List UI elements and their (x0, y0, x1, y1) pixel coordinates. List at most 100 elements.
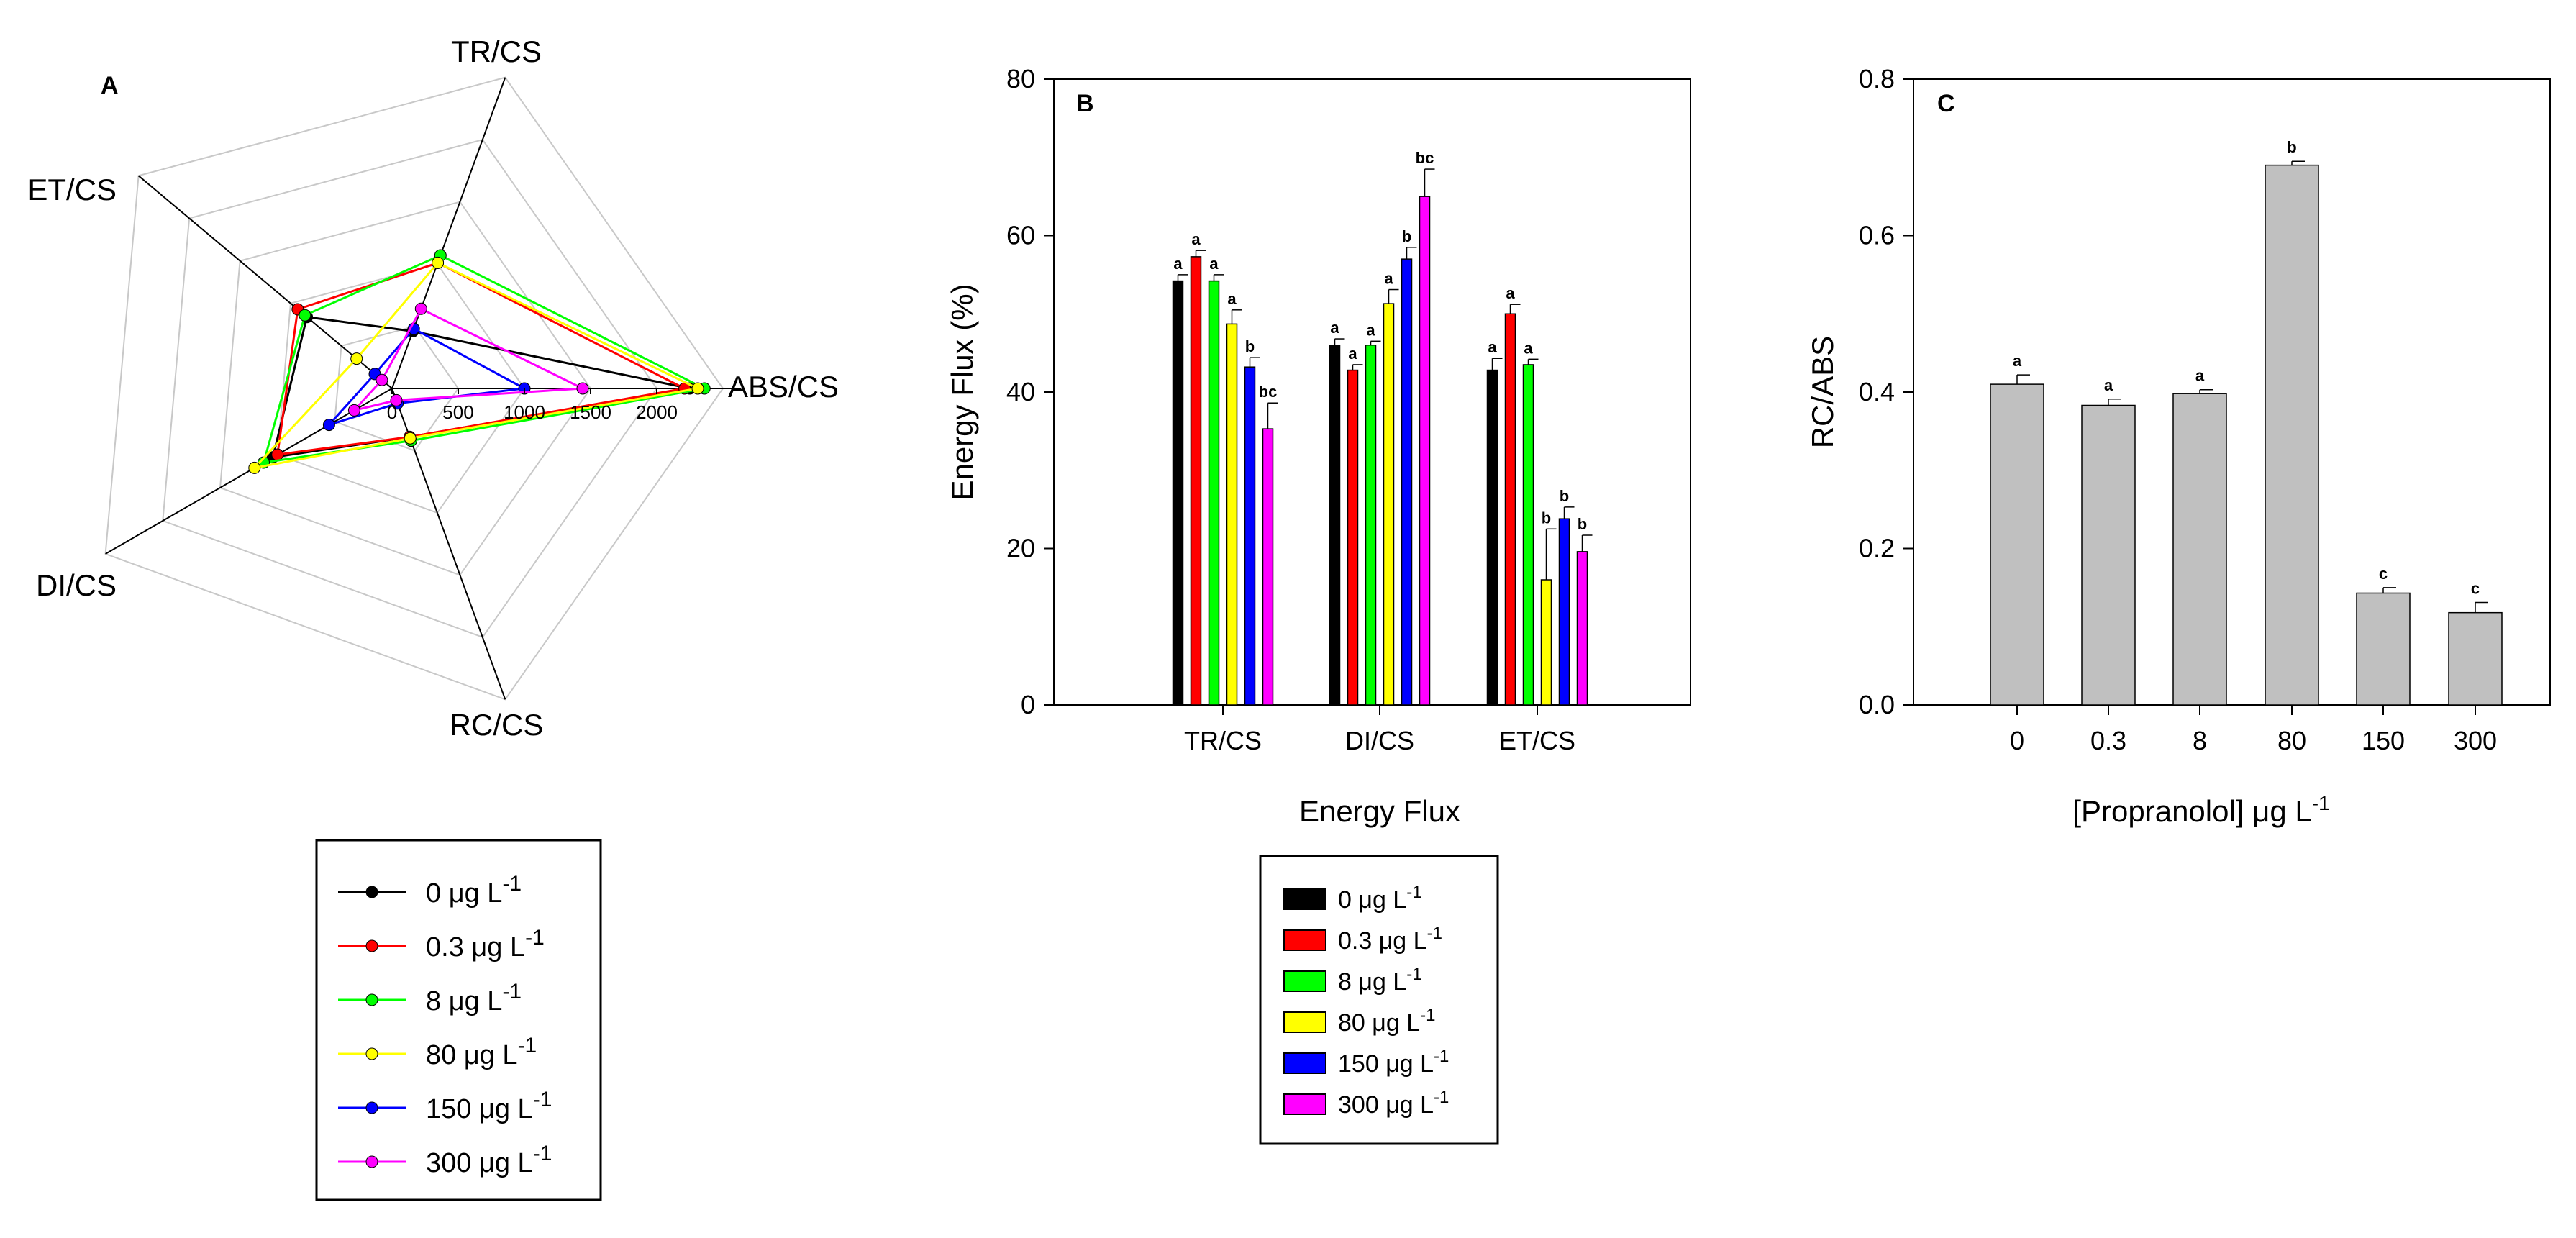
panel-c-bar (2448, 611, 2503, 706)
legend-b-unit: μg L (1385, 1050, 1434, 1078)
panel-b-bar-group: bc (1259, 383, 1278, 706)
legend-a-value: 0.3 (426, 932, 471, 962)
panel-b-y-axis-label: Energy Flux (%) (945, 283, 979, 500)
radar-point (691, 382, 704, 395)
panel-c-sig-letter: a (2013, 352, 2022, 370)
legend-b-unit: μg L (1379, 927, 1427, 955)
panel-b-x-axis-label: Energy Flux (1299, 794, 1460, 828)
legend-b-value: 8 (1338, 968, 1358, 996)
panel-b-sig-letter: a (1488, 338, 1497, 356)
panel-b-y-tick-label: 40 (1006, 377, 1035, 406)
panel-b-bar-group: b (1540, 509, 1557, 706)
panel-b-sig-letter: b (1542, 509, 1551, 527)
panel-b-bar-group: a (1504, 284, 1521, 706)
legend-b-swatch (1283, 888, 1326, 910)
legend-b-item: 0.3 μg L-1 (1283, 924, 1442, 955)
legend-a-exp: -1 (502, 980, 522, 1003)
radar-axis-line (105, 388, 393, 555)
radar-grid-ring (334, 325, 460, 452)
radar-axis-label: RC/CS (450, 708, 544, 742)
panel-b-bar-group: b (1244, 337, 1260, 706)
panel-c-y-tick-label: 0.2 (1859, 534, 1895, 563)
legend-a-swatch-dot (365, 886, 378, 898)
panel-c-x-axis-label: [Propranolol] μg L-1 (2072, 792, 2329, 828)
legend-b-label: 0.3 μg L-1 (1338, 924, 1442, 955)
panel-b-sig-letter: a (1173, 255, 1183, 273)
panel-c-bar-group: a (1990, 352, 2044, 706)
panel-c-bars: a a a b c c (1990, 138, 2503, 706)
legend-a-frame (315, 839, 602, 1201)
radar-grid-ring (219, 201, 592, 576)
panel-b-bar (1208, 280, 1220, 706)
panel-b-y-tick-label: 60 (1006, 221, 1035, 250)
panel-c-sig-letter: b (2287, 138, 2296, 156)
legend-a-exp: -1 (518, 1034, 537, 1057)
radar-point (404, 432, 417, 445)
radar-point (271, 448, 284, 461)
legend-a-unit: μg L (449, 986, 503, 1016)
panel-b-bar (1419, 196, 1431, 706)
panel-c-bar-group: a (2172, 367, 2227, 706)
legend-b-value: 0 (1338, 886, 1358, 914)
panel-b-bar (1383, 303, 1395, 706)
radar-tick-label: 1500 (570, 401, 611, 423)
legend-a-label: 0 μg L-1 (426, 872, 522, 909)
panel-c-category-label: 150 (2362, 726, 2405, 755)
panel-b-sig-letter: a (1209, 255, 1219, 273)
panel-c-category-label: 0.3 (2090, 726, 2126, 755)
panel-b-bar-group: a (1172, 255, 1188, 706)
panel-b-label: B (1076, 90, 1094, 117)
legend-a-item: 0.3 μg L-1 (338, 926, 545, 962)
panel-b-bar-group: b (1401, 227, 1417, 706)
panel-c-sig-letter: a (2195, 367, 2205, 385)
panel-c-bar (2265, 164, 2319, 706)
radar-grid-ring (162, 139, 658, 639)
legend-b-label: 80 μg L-1 (1338, 1006, 1435, 1037)
panel-b-bar-group: a (1347, 345, 1363, 706)
radar-point (248, 461, 261, 474)
legend-a-item: 80 μg L-1 (338, 1034, 537, 1070)
radar-point (390, 393, 403, 406)
panel-b-sig-letter: b (1245, 337, 1255, 355)
panel-b-sig-letter: a (1348, 345, 1357, 363)
legend-a-label: 0.3 μg L-1 (426, 926, 545, 962)
legend-a-swatch-dot (365, 939, 378, 952)
legend-a-item: 8 μg L-1 (338, 980, 522, 1016)
panel-c-sig-letter: a (2104, 376, 2113, 394)
legend-a-swatch-dot (365, 993, 378, 1006)
legend-a-exp: -1 (533, 1088, 552, 1111)
panel-c-bar-group: c (2356, 565, 2411, 706)
legend-a-unit: μg L (479, 1148, 533, 1178)
panel-c-y-tick-label: 0.4 (1859, 377, 1895, 406)
panel-b-bar-group: a (1190, 230, 1206, 706)
radar-series-5 (347, 302, 589, 417)
panel-b-bar-group: a (1383, 270, 1399, 706)
legend-b-swatch (1283, 929, 1326, 951)
radar-series-3 (248, 256, 704, 474)
panel-b-sig-letter: a (1506, 284, 1515, 302)
panel-b-bar-group: a (1486, 338, 1503, 706)
radar-axis-label: DI/CS (36, 568, 117, 602)
panel-c-bar-chart: C 0.0 0.2 0.4 0.6 0.8 a a a b c c 0 0.3 8 80 150 300 R… (1806, 64, 2551, 828)
legend-a-value: 150 (426, 1094, 479, 1124)
radar-series-line (325, 327, 528, 427)
radar-series (248, 249, 711, 474)
legend-a-swatch-dot (365, 1155, 378, 1168)
panel-b-y-tick-label: 20 (1006, 534, 1035, 563)
panel-b-bar (1486, 369, 1498, 706)
radar-point (376, 373, 388, 386)
panel-c-category-label: 0 (2010, 726, 2024, 755)
radar-series-line (251, 262, 701, 470)
panel-b-bar (1522, 364, 1534, 706)
legend-a-unit: μg L (449, 878, 503, 909)
panel-c-y-ticks: 0.0 0.2 0.4 0.6 0.8 (1859, 64, 1913, 719)
legend-b-item: 300 μg L-1 (1283, 1088, 1449, 1119)
panel-c-label: C (1937, 90, 1955, 117)
panel-b-bar-group: a (1365, 321, 1381, 706)
legend-b-label: 150 μg L-1 (1338, 1047, 1449, 1078)
panel-b-y-tick-label: 80 (1006, 64, 1035, 94)
radar-axis-label: ET/CS (27, 173, 117, 206)
legend-b-value: 150 (1338, 1050, 1385, 1078)
